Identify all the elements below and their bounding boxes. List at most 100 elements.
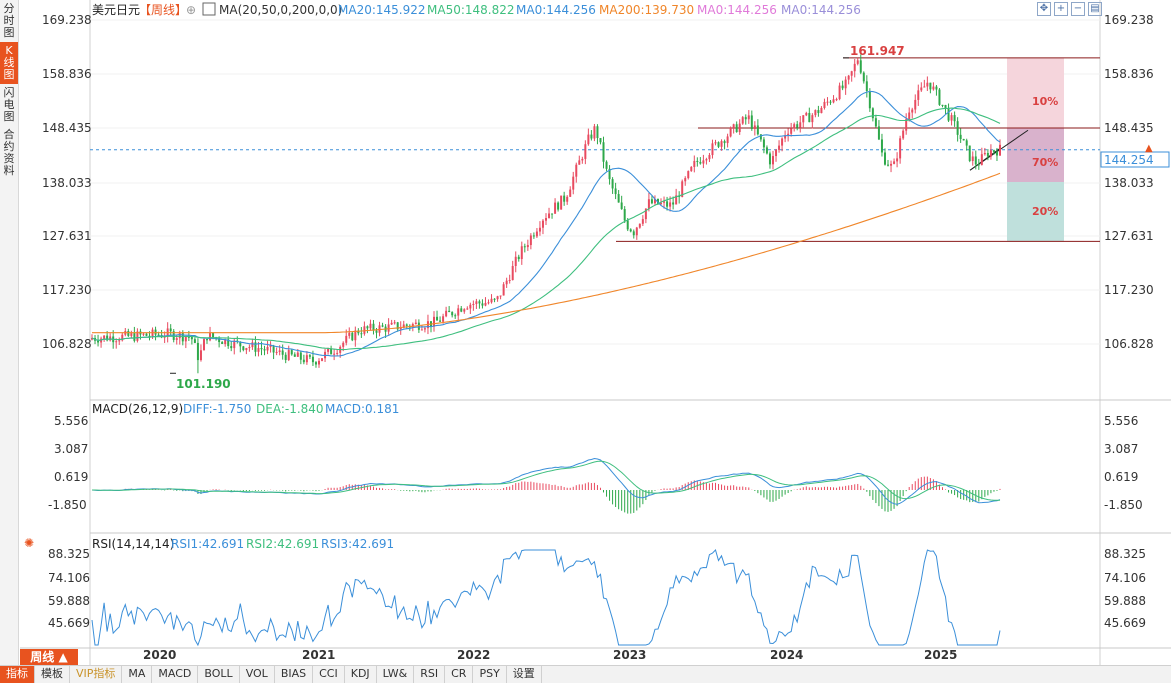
candle-body	[402, 324, 405, 328]
rsi-line	[91, 549, 1001, 647]
candle-body	[587, 134, 590, 145]
tab-ma[interactable]: MA	[122, 666, 153, 683]
candle-body	[653, 198, 656, 204]
kline-chart[interactable]: 美元日元 【周线】 ⊕ MA(20,50,0,200,0,0) MA20:145…	[0, 0, 1171, 665]
tab-psy[interactable]: PSY	[473, 666, 507, 683]
move-icon[interactable]: ✥	[1037, 2, 1051, 16]
candle-body	[202, 339, 205, 351]
rsi-settings-icon[interactable]: ✺	[24, 536, 34, 550]
candle-body	[581, 158, 584, 161]
indicator-settings-icon[interactable]	[202, 2, 216, 16]
tab-contract-info[interactable]: 合约资料	[3, 128, 15, 177]
candle-body	[947, 108, 950, 121]
tab-vol[interactable]: VOL	[240, 666, 275, 683]
candle-body	[523, 246, 526, 248]
svg-text:0.619: 0.619	[54, 470, 88, 484]
candle-body	[351, 332, 354, 341]
tab-indicators[interactable]: 指标	[0, 666, 35, 683]
candle-body	[181, 332, 184, 342]
candle-body	[887, 164, 890, 166]
tab-bias[interactable]: BIAS	[275, 666, 314, 683]
candle-body	[287, 350, 290, 361]
candle-body	[284, 354, 287, 361]
candle-body	[212, 332, 215, 338]
candle-body	[632, 231, 635, 236]
macd-dea: DEA:-1.840	[256, 402, 324, 416]
candle-body	[871, 108, 874, 119]
candle-body	[914, 99, 917, 110]
tab-settings[interactable]: 设置	[507, 666, 542, 683]
candle-body	[729, 127, 732, 137]
candle-body	[487, 302, 490, 304]
period-label[interactable]: 【周线】	[139, 3, 187, 17]
zone-bottom	[1007, 182, 1064, 242]
candle-body	[626, 220, 629, 230]
candle-body	[566, 196, 569, 202]
candle-body	[233, 340, 236, 349]
candle-body	[917, 90, 920, 100]
tab-macd[interactable]: MACD	[152, 666, 199, 683]
candle-body	[475, 301, 478, 304]
candle-body	[829, 101, 832, 103]
candle-body	[832, 99, 835, 103]
candle-body	[793, 124, 796, 129]
candle-body	[663, 201, 666, 203]
zoom-out-icon[interactable]: −	[1071, 2, 1085, 16]
price-alert-icon[interactable]: ▲	[1145, 143, 1153, 154]
candle-body	[433, 316, 436, 327]
tab-time-sharing[interactable]: 分时图	[3, 2, 15, 39]
candle-body	[417, 322, 420, 330]
candle-body	[596, 126, 599, 139]
svg-text:169.238: 169.238	[1104, 13, 1154, 27]
candle-body	[532, 235, 535, 237]
zoom-in-icon[interactable]: +	[1054, 2, 1068, 16]
candle-body	[932, 86, 935, 90]
candle-body	[121, 334, 124, 341]
candle-body	[989, 150, 992, 157]
tab-rsi[interactable]: RSI	[414, 666, 446, 683]
candle-body	[381, 325, 384, 327]
tab-vip-indicators[interactable]: VIP指标	[70, 666, 123, 683]
candle-body	[278, 350, 281, 352]
trend-line	[969, 148, 1001, 171]
candle-body	[106, 335, 109, 341]
candle-body	[321, 358, 324, 361]
rsi2-value: RSI2:42.691	[246, 537, 319, 551]
candle-body	[91, 338, 93, 340]
symbol-name: 美元日元	[92, 3, 140, 17]
candle-body	[841, 85, 844, 89]
macd-diff: DIFF:-1.750	[183, 402, 251, 416]
tab-templates[interactable]: 模板	[35, 666, 70, 683]
rsi-label[interactable]: RSI(14,14,14)	[92, 537, 174, 551]
tab-lw[interactable]: LW&	[377, 666, 415, 683]
macd-label[interactable]: MACD(26,12,9)	[92, 402, 183, 416]
candle-body	[548, 213, 551, 219]
settings-icon[interactable]: ▤	[1088, 2, 1102, 16]
svg-text:88.325: 88.325	[1104, 547, 1146, 561]
rsi-axis-right: 88.325 74.106 59.888 45.669	[1104, 547, 1146, 630]
candle-body	[708, 155, 711, 160]
ma-params[interactable]: MA(20,50,0,200,0,0)	[219, 3, 342, 17]
tab-lightning[interactable]: 闪电图	[3, 86, 15, 123]
tab-cci[interactable]: CCI	[313, 666, 345, 683]
candle-body	[584, 144, 587, 159]
candle-body	[454, 315, 457, 317]
tab-kdj[interactable]: KDJ	[345, 666, 377, 683]
candle-body	[926, 82, 929, 87]
candle-body	[199, 350, 202, 361]
period-selector[interactable]: 周线 ▲	[20, 649, 78, 665]
candle-body	[908, 112, 911, 120]
ma200-value: MA200:139.730	[599, 3, 694, 17]
candle-body	[669, 202, 672, 207]
candle-body	[305, 355, 308, 363]
zone-top	[1007, 57, 1064, 128]
tab-cr[interactable]: CR	[445, 666, 474, 683]
candle-body	[436, 316, 439, 321]
tab-boll[interactable]: BOLL	[198, 666, 240, 683]
svg-text:59.888: 59.888	[48, 594, 90, 608]
candle-body	[460, 308, 463, 312]
tab-k-line[interactable]: K线图	[0, 42, 18, 84]
zone-bottom-label: 20%	[1032, 205, 1058, 218]
candle-body	[520, 246, 523, 260]
add-indicator-icon[interactable]: ⊕	[186, 3, 196, 17]
